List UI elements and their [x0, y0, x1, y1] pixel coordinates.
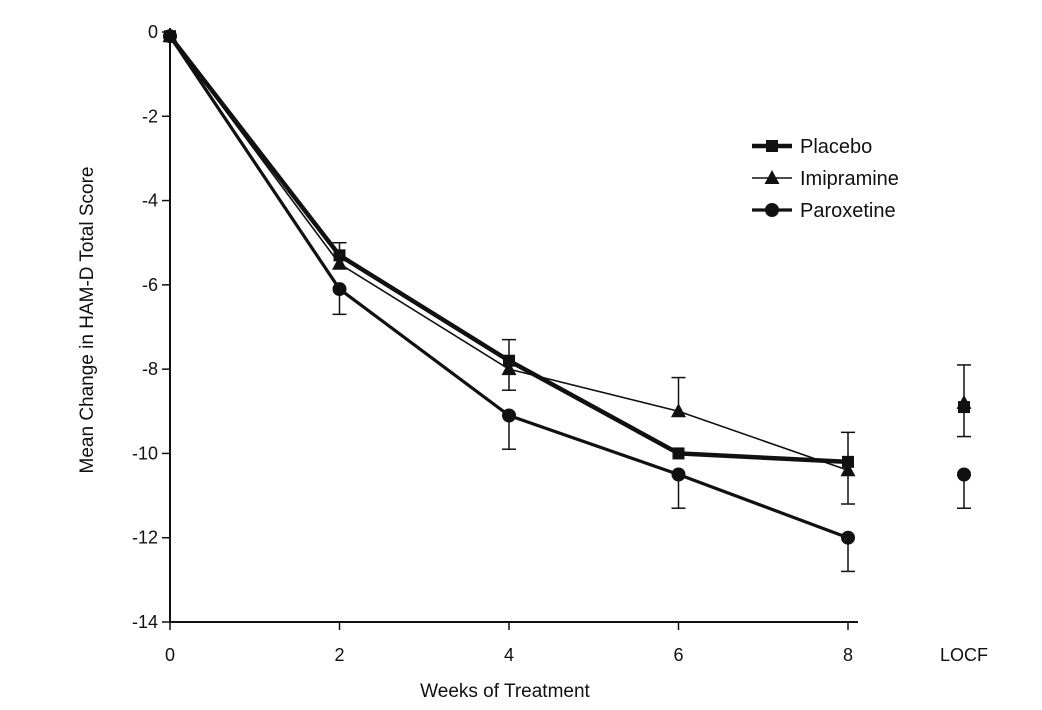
imipramine-point: [501, 361, 517, 376]
imipramine-point: [840, 462, 856, 477]
legend-placebo-marker: [766, 140, 778, 152]
x-axis-label: Weeks of Treatment: [420, 681, 590, 702]
placebo-point: [842, 455, 854, 468]
x-tick-label: LOCF: [940, 645, 988, 665]
placebo-line: [167, 33, 851, 465]
x-tick-label: 4: [504, 645, 514, 665]
y-tick-label: 0: [148, 22, 158, 42]
y-tick-label: -10: [132, 443, 158, 463]
y-tick-label: -6: [142, 275, 158, 295]
imipramine-line: [169, 35, 849, 472]
error-bars: [332, 241, 971, 573]
x-tick-label: 0: [165, 645, 175, 665]
legend-placebo-label: Placebo: [800, 136, 872, 158]
placebo-point: [333, 249, 346, 262]
placebo-point: [503, 354, 515, 367]
y-tick-label: -2: [142, 106, 158, 126]
paroxetine-point: [163, 29, 177, 44]
y-tick-label: -8: [142, 359, 158, 379]
paroxetine-line: [168, 34, 850, 540]
series-markers: [162, 28, 972, 545]
x-tick-label: 2: [334, 645, 344, 665]
axes: [169, 28, 858, 623]
imipramine-point: [671, 403, 686, 418]
legend-imipramine-label: Imipramine: [800, 168, 899, 190]
x-tick-label: 8: [843, 645, 853, 665]
legend-paroxetine-marker: [765, 203, 779, 217]
imipramine-locf-point: [956, 394, 972, 409]
paroxetine-point: [841, 530, 855, 545]
y-axis-label: Mean Change in HAM-D Total Score: [77, 167, 98, 474]
x-tick-label: 6: [673, 645, 683, 665]
x-axis-ticks: 0 2 4 6 8 LOCF: [165, 622, 988, 665]
paroxetine-point: [332, 282, 347, 297]
legend-paroxetine-label: Paroxetine: [800, 200, 896, 222]
y-tick-label: -14: [132, 612, 158, 632]
legend-imipramine-marker: [764, 170, 780, 184]
y-tick-label: -12: [132, 528, 158, 548]
paroxetine-point: [502, 408, 516, 423]
imipramine-point: [332, 255, 347, 270]
paroxetine-point: [671, 467, 686, 482]
y-tick-label: -4: [142, 191, 158, 211]
series-lines: [167, 33, 851, 540]
y-axis-ticks: 0 -2 -4 -6 -8 -10 -12 -14: [132, 22, 170, 632]
paroxetine-locf-point: [957, 467, 971, 482]
legend: Placebo Imipramine Paroxetine: [752, 136, 899, 222]
placebo-point: [672, 447, 685, 460]
